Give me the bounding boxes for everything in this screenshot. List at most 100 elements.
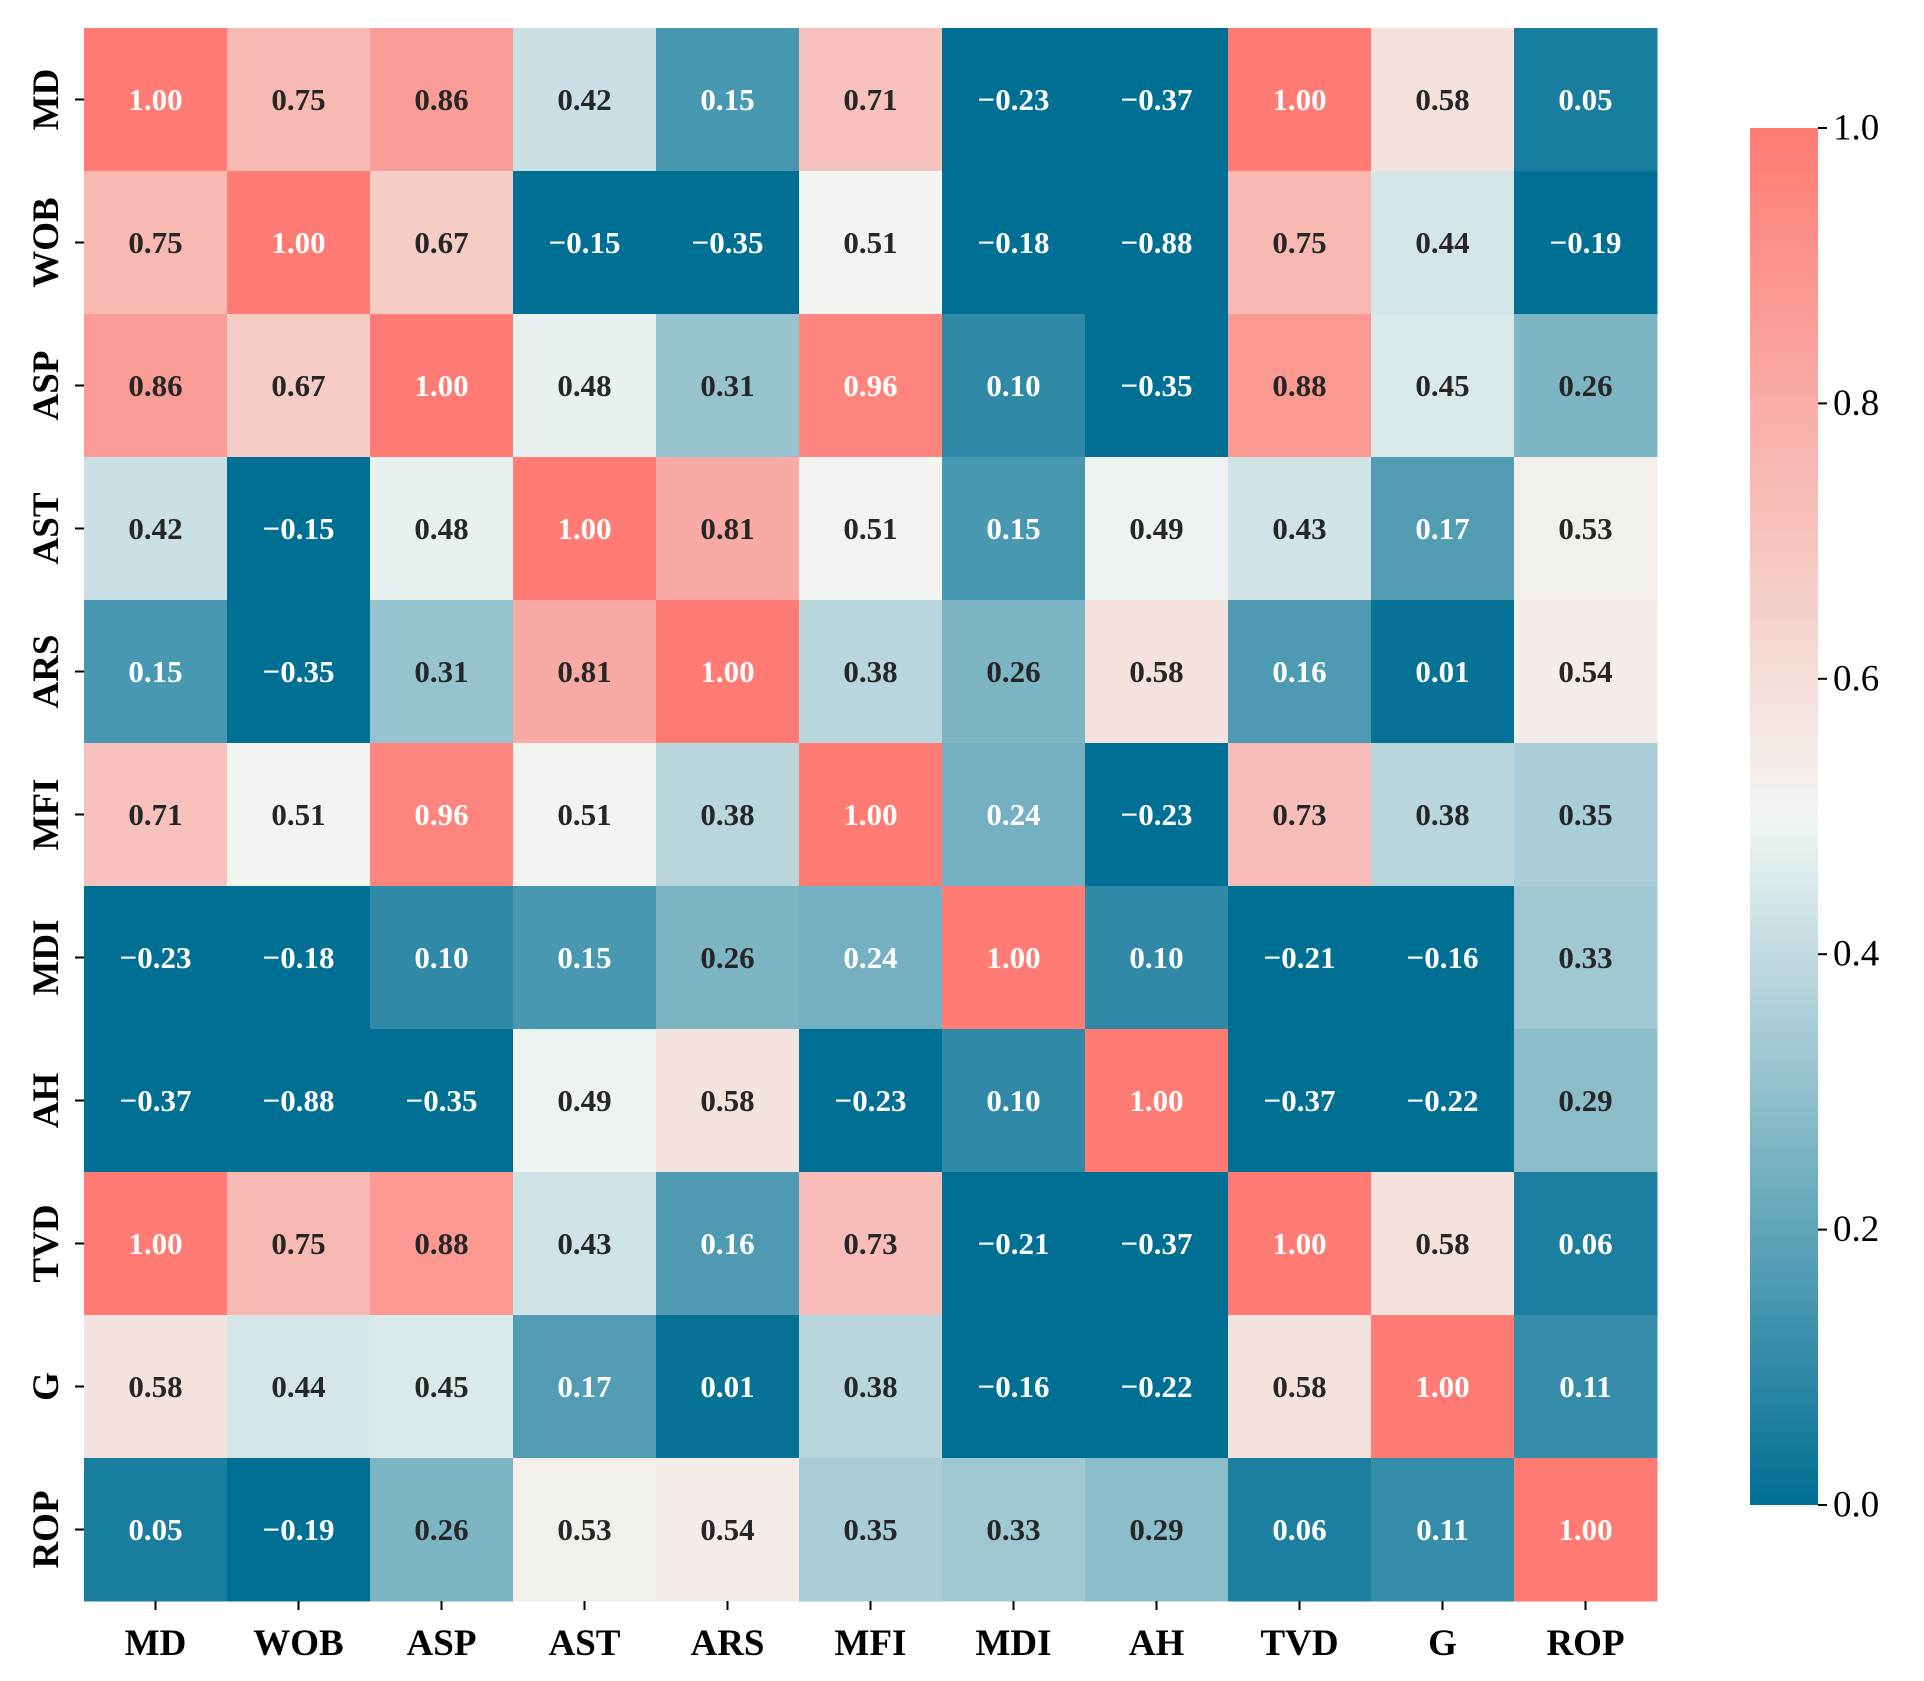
heatmap-cell [1228,314,1372,458]
cell-value-label: 0.86 [128,368,182,403]
cell-value-label: −0.15 [549,225,621,260]
heatmap-cell [942,600,1086,744]
heatmap-cell [799,1458,943,1602]
colorbar-gradient [1750,128,1818,1505]
heatmap-cell [1228,1029,1372,1173]
y-tick-label: MDI [26,919,67,995]
heatmap-cell [370,1315,514,1459]
cell-value-label: 0.73 [1272,797,1326,832]
heatmap-cell [1085,600,1229,744]
heatmap-cell [1228,171,1372,315]
x-tick-label: G [1428,1623,1457,1664]
cell-value-label: 0.58 [1129,654,1183,689]
cell-value-label: 1.00 [414,368,468,403]
cell-value-label: 1.00 [700,654,754,689]
heatmap-cell [656,1029,800,1173]
heatmap-cell [513,1458,657,1602]
cell-value-label: 0.51 [271,797,325,832]
x-tick-label: ROP [1546,1623,1624,1664]
x-tick-label: MDI [975,1623,1051,1664]
heatmap-cell [1085,171,1229,315]
heatmap-cell [942,1172,1086,1316]
x-tick-label: MFI [835,1623,907,1664]
x-tick-label: WOB [253,1623,343,1664]
cell-value-label: 0.17 [1415,511,1469,546]
heatmap-cell [370,743,514,887]
heatmap-cell [513,457,657,601]
heatmap-cell [84,1172,228,1316]
heatmap-cell [1085,28,1229,172]
heatmap-cell [513,28,657,172]
cell-value-label: 0.75 [271,82,325,117]
heatmap-cell [1371,1172,1515,1316]
heatmap-cell [1085,1458,1229,1602]
heatmap-cell [370,886,514,1030]
cell-value-label: 0.96 [843,368,897,403]
heatmap-cell [84,314,228,458]
y-tick-label: AH [26,1073,67,1129]
cell-value-label: −0.18 [263,940,335,975]
cell-value-label: 0.45 [1415,368,1469,403]
heatmap-cell [513,1029,657,1173]
cell-value-label: 0.01 [1415,654,1469,689]
cell-value-label: 0.58 [1272,1369,1326,1404]
cell-value-label: 0.73 [843,1226,897,1261]
heatmap-cell [942,1458,1086,1602]
cell-value-label: 1.00 [1272,1226,1326,1261]
cell-value-label: −0.22 [1121,1369,1193,1404]
colorbar-tick-label: 0.0 [1833,1485,1879,1526]
heatmap-cell [656,600,800,744]
cell-value-label: −0.88 [263,1083,335,1118]
heatmap-cell [656,743,800,887]
cell-value-label: 0.51 [557,797,611,832]
heatmap-cell [227,457,371,601]
heatmap-cell [227,1458,371,1602]
cell-value-label: −0.19 [1550,225,1622,260]
cell-value-label: 0.38 [843,654,897,689]
heatmap-cell [799,886,943,1030]
cell-value-label: 0.16 [1272,654,1326,689]
cell-value-label: 0.75 [128,225,182,260]
heatmap-cell [227,600,371,744]
heatmap-cell [942,1315,1086,1459]
cell-value-label: 0.06 [1558,1226,1612,1261]
heatmap-cell [799,314,943,458]
cell-value-label: 0.33 [986,1512,1040,1547]
cell-value-label: 0.10 [414,940,468,975]
cell-value-label: 0.38 [1415,797,1469,832]
heatmap-cell [799,743,943,887]
y-tick-label: TVD [26,1204,67,1282]
cell-value-label: 0.96 [414,797,468,832]
heatmap-cell [656,171,800,315]
heatmap-cell [1514,28,1658,172]
cell-value-label: −0.21 [978,1226,1050,1261]
cell-value-label: 0.15 [700,82,754,117]
heatmap-cell [1085,743,1229,887]
cell-value-label: 0.48 [414,511,468,546]
x-tick-label: ARS [690,1623,764,1664]
heatmap-cell [370,1172,514,1316]
y-axis: MD WOB ASP AST ARS MFI MDI AH TVD G ROP [26,69,84,1569]
heatmap-cell [84,743,228,887]
heatmap-cell [370,1458,514,1602]
heatmap-cell [656,886,800,1030]
heatmap-cell [799,28,943,172]
colorbar-tick-label: 0.6 [1833,658,1879,699]
heatmap-cell [1514,743,1658,887]
cell-value-label: −0.37 [1264,1083,1336,1118]
x-tick-label: TVD [1260,1623,1338,1664]
heatmap-cell [1514,314,1658,458]
cell-value-label: −0.35 [263,654,335,689]
cell-value-label: 1.00 [1272,82,1326,117]
heatmap-cell [1514,886,1658,1030]
cell-value-label: 0.43 [1272,511,1326,546]
x-tick-label: AST [549,1623,621,1664]
y-tick-label: G [26,1372,67,1401]
cell-value-label: −0.23 [978,82,1050,117]
cell-value-label: 0.86 [414,82,468,117]
y-tick-label: ROP [26,1490,67,1568]
cell-value-label: 1.00 [1415,1369,1469,1404]
cell-value-label: −0.16 [978,1369,1050,1404]
heatmap-cell [513,600,657,744]
cell-value-label: 0.10 [986,1083,1040,1118]
